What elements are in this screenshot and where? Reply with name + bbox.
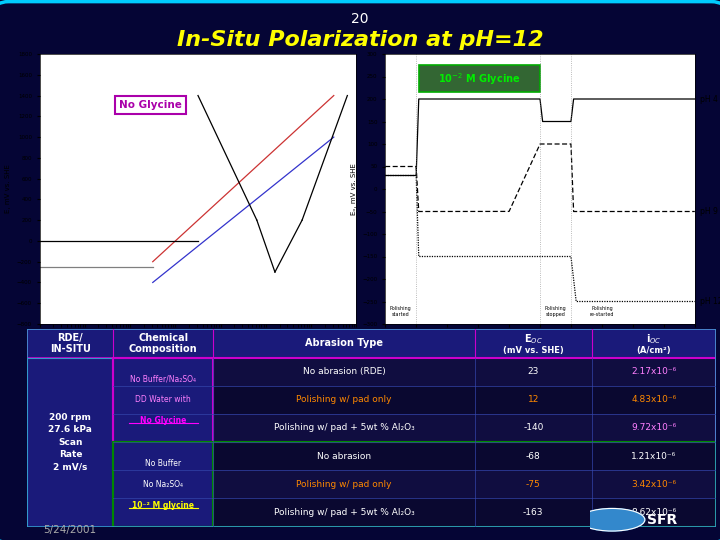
Bar: [114, 357, 716, 386]
Y-axis label: E, mV vs. SHE: E, mV vs. SHE: [5, 165, 12, 213]
Text: (A/cm²): (A/cm²): [636, 346, 671, 355]
Text: 9.72x10⁻⁶: 9.72x10⁻⁶: [631, 423, 676, 433]
Text: Polishing w/ pad + 5wt % Al₂O₃: Polishing w/ pad + 5wt % Al₂O₃: [274, 508, 415, 517]
Text: 5/24/2001: 5/24/2001: [43, 524, 96, 535]
Text: No Buffer/Na₂SO₄: No Buffer/Na₂SO₄: [130, 374, 197, 383]
Text: RDE/
IN-SITU: RDE/ IN-SITU: [50, 333, 91, 354]
Bar: [114, 498, 716, 526]
Text: 8.62x10⁻⁶: 8.62x10⁻⁶: [631, 508, 676, 517]
Text: Abrasion Type: Abrasion Type: [305, 339, 383, 348]
Text: pH 4: pH 4: [700, 94, 718, 104]
Text: Polishing w/ pad only: Polishing w/ pad only: [296, 480, 392, 489]
Text: -68: -68: [526, 451, 541, 461]
Text: Polishing
stopped: Polishing stopped: [544, 306, 567, 317]
Bar: [114, 386, 716, 414]
Text: Chemical
Composition: Chemical Composition: [129, 333, 197, 354]
Text: 4.83x10⁻⁶: 4.83x10⁻⁶: [631, 395, 676, 404]
Text: No abrasion (RDE): No abrasion (RDE): [302, 367, 385, 376]
Text: 23: 23: [528, 367, 539, 376]
Text: pH 12: pH 12: [700, 297, 720, 306]
Text: -163: -163: [523, 508, 544, 517]
X-axis label: time, s: time, s: [528, 342, 552, 348]
Bar: [114, 414, 716, 442]
Text: i$_{OC}$: i$_{OC}$: [646, 332, 662, 346]
Text: Polishing w/ pad only: Polishing w/ pad only: [296, 395, 392, 404]
Text: 10⁻² M glycine: 10⁻² M glycine: [132, 501, 194, 510]
Bar: [419, 65, 540, 92]
Bar: [114, 442, 716, 526]
Text: No Glycine: No Glycine: [140, 416, 186, 426]
Text: (mV vs. SHE): (mV vs. SHE): [503, 346, 564, 355]
Bar: [114, 357, 716, 442]
Bar: [27, 357, 114, 526]
Text: No Buffer: No Buffer: [145, 458, 181, 468]
Text: 2.17x10⁻⁶: 2.17x10⁻⁶: [631, 367, 676, 376]
Circle shape: [579, 509, 645, 531]
Text: -75: -75: [526, 480, 541, 489]
Bar: [114, 470, 716, 498]
Text: No Na₂SO₄: No Na₂SO₄: [143, 480, 184, 489]
Text: SFR: SFR: [647, 513, 677, 526]
Bar: [114, 442, 213, 526]
Text: E$_{OC}$: E$_{OC}$: [524, 332, 543, 346]
Text: pH 9: pH 9: [700, 207, 718, 216]
Text: 20: 20: [351, 12, 369, 26]
Text: 3.42x10⁻⁶: 3.42x10⁻⁶: [631, 480, 676, 489]
Text: 200 rpm
27.6 kPa
Scan
Rate
2 mV/s: 200 rpm 27.6 kPa Scan Rate 2 mV/s: [48, 413, 92, 471]
Text: 12: 12: [528, 395, 539, 404]
Text: No abrasion: No abrasion: [317, 451, 371, 461]
Text: In-Situ Polarization at pH=12: In-Situ Polarization at pH=12: [176, 30, 544, 50]
Text: -140: -140: [523, 423, 544, 433]
Text: No Glycine: No Glycine: [119, 100, 181, 110]
Bar: [114, 442, 716, 470]
X-axis label: i, A/cm²: i, A/cm²: [184, 347, 212, 354]
Text: Polishing w/ pad + 5wt % Al₂O₃: Polishing w/ pad + 5wt % Al₂O₃: [274, 423, 415, 433]
Text: 10$^{-2}$ M Glycine: 10$^{-2}$ M Glycine: [438, 71, 521, 86]
Text: Polishing
started: Polishing started: [390, 306, 412, 317]
Y-axis label: Eₒ⁣, mV vs. SHE: Eₒ⁣, mV vs. SHE: [351, 163, 357, 215]
Bar: [27, 329, 716, 357]
Text: Polishing
re-started: Polishing re-started: [590, 306, 614, 317]
Text: 1.21x10⁻⁶: 1.21x10⁻⁶: [631, 451, 676, 461]
Text: DD Water with: DD Water with: [135, 395, 192, 404]
Bar: [114, 357, 213, 442]
